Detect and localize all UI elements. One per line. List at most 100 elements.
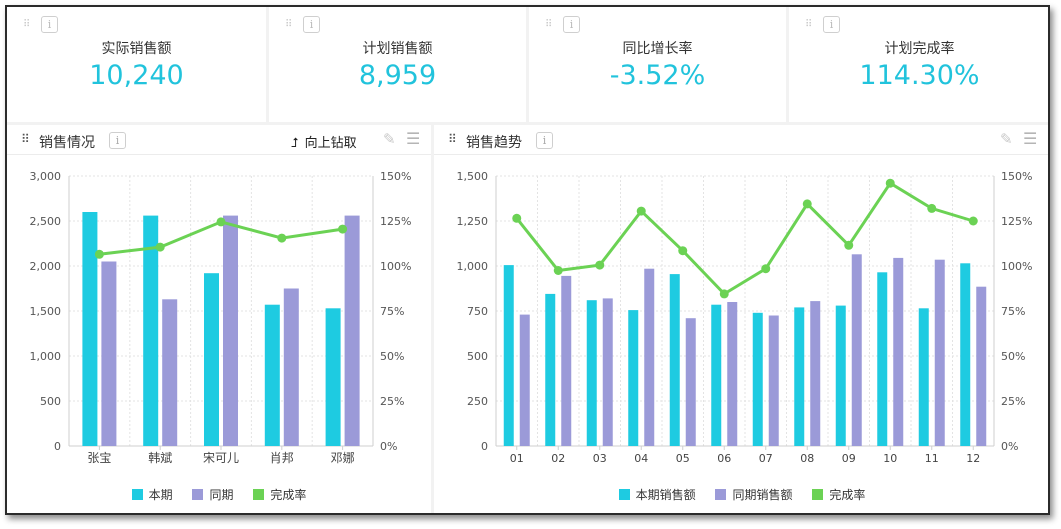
drill-up-label: 向上钻取 bbox=[304, 136, 357, 151]
info-icon[interactable]: i bbox=[109, 132, 126, 149]
info-icon[interactable]: i bbox=[303, 16, 320, 33]
y2-tick-label: 50% bbox=[1001, 350, 1025, 363]
legend-label: 本期 bbox=[148, 488, 173, 502]
drag-handle-icon[interactable]: ⠿ bbox=[21, 132, 30, 146]
dashboard: ⠿ i 实际销售额 10,240 ⠿ i 计划销售额 8,959 ⠿ i 同比增… bbox=[5, 5, 1050, 515]
legend-item-previous[interactable]: 同期 bbox=[192, 486, 234, 503]
y2-tick-label: 100% bbox=[380, 260, 411, 273]
info-icon[interactable]: i bbox=[41, 16, 58, 33]
kpi-value: -3.52% bbox=[609, 60, 706, 91]
bar-current bbox=[628, 310, 639, 446]
bar-previous bbox=[976, 286, 987, 446]
bar-previous bbox=[162, 299, 178, 446]
bar-current bbox=[503, 265, 514, 446]
drill-up-icon: ⮥ bbox=[291, 136, 299, 151]
y2-tick-label: 150% bbox=[380, 170, 411, 183]
bar-previous bbox=[768, 315, 779, 446]
kpi-card-plan-completion[interactable]: ⠿ i 计划完成率 114.30% bbox=[789, 7, 1048, 122]
legend-label: 本期销售额 bbox=[635, 488, 696, 502]
kpi-label: 计划销售额 bbox=[362, 41, 433, 57]
x-tick-label: 张宝 bbox=[87, 451, 111, 465]
y-tick-label: 1,500 bbox=[30, 305, 62, 318]
pencil-icon[interactable]: ✎ bbox=[383, 130, 396, 148]
y-tick-label: 500 bbox=[40, 395, 61, 408]
x-tick-label: 肖邦 bbox=[270, 451, 294, 465]
y2-tick-label: 125% bbox=[1001, 215, 1032, 228]
completion-rate-point bbox=[802, 199, 812, 209]
legend-label: 完成率 bbox=[829, 488, 866, 502]
x-tick-label: 01 bbox=[510, 452, 524, 465]
legend-swatch bbox=[253, 489, 265, 500]
bar-current bbox=[545, 293, 556, 446]
panel-title: 销售情况 bbox=[39, 135, 95, 151]
y2-tick-label: 75% bbox=[380, 305, 404, 318]
legend-swatch bbox=[715, 489, 727, 500]
drill-up-button[interactable]: ⮥ 向上钻取 bbox=[291, 132, 357, 151]
info-icon[interactable]: i bbox=[823, 16, 840, 33]
legend-label: 完成率 bbox=[270, 488, 307, 502]
y-tick-label: 2,000 bbox=[30, 260, 62, 273]
menu-icon[interactable]: ☰ bbox=[1023, 129, 1038, 148]
bar-previous bbox=[810, 301, 821, 446]
y-tick-label: 0 bbox=[481, 440, 488, 453]
legend-item-rate[interactable]: 完成率 bbox=[253, 486, 306, 503]
legend-swatch bbox=[192, 489, 204, 500]
info-icon[interactable]: i bbox=[563, 16, 580, 33]
y2-tick-label: 75% bbox=[1001, 305, 1025, 318]
kpi-value: 8,959 bbox=[358, 60, 437, 91]
bar-current bbox=[82, 212, 98, 446]
pencil-icon[interactable]: ✎ bbox=[1000, 130, 1013, 148]
chart-legend: 本期 同期 完成率 bbox=[7, 486, 431, 503]
bar-previous bbox=[685, 318, 696, 446]
y2-tick-label: 25% bbox=[1001, 395, 1025, 408]
x-tick-label: 04 bbox=[634, 452, 648, 465]
completion-rate-point bbox=[844, 240, 854, 250]
legend-item-current[interactable]: 本期 bbox=[131, 486, 173, 503]
completion-rate-point bbox=[216, 217, 226, 227]
drag-handle-icon[interactable]: ⠿ bbox=[23, 19, 30, 30]
legend-item-previous[interactable]: 同期销售额 bbox=[715, 486, 793, 503]
panel-title: 销售趋势 bbox=[466, 135, 522, 151]
completion-rate-point bbox=[885, 178, 895, 188]
bar-current bbox=[669, 274, 680, 446]
y2-tick-label: 0% bbox=[1001, 440, 1018, 453]
x-tick-label: 08 bbox=[800, 452, 814, 465]
bar-previous bbox=[727, 302, 738, 446]
x-tick-label: 09 bbox=[842, 452, 856, 465]
x-tick-label: 03 bbox=[593, 452, 607, 465]
kpi-label: 实际销售额 bbox=[101, 41, 172, 57]
x-tick-label: 邓娜 bbox=[331, 451, 355, 465]
y2-tick-label: 125% bbox=[380, 215, 411, 228]
x-tick-label: 韩斌 bbox=[148, 450, 172, 465]
y-tick-label: 2,500 bbox=[30, 215, 62, 228]
bar-previous bbox=[893, 257, 904, 446]
menu-icon[interactable]: ☰ bbox=[406, 129, 421, 148]
info-icon[interactable]: i bbox=[536, 132, 553, 149]
bar-current bbox=[918, 308, 929, 446]
drag-handle-icon[interactable]: ⠿ bbox=[805, 19, 812, 30]
drag-handle-icon[interactable]: ⠿ bbox=[285, 19, 292, 30]
x-tick-label: 02 bbox=[551, 452, 565, 465]
kpi-card-actual-sales[interactable]: ⠿ i 实际销售额 10,240 bbox=[7, 7, 266, 122]
bar-previous bbox=[101, 261, 117, 446]
completion-rate-point bbox=[927, 203, 937, 213]
drag-handle-icon[interactable]: ⠿ bbox=[545, 19, 552, 30]
completion-rate-point bbox=[678, 246, 688, 256]
x-tick-label: 07 bbox=[759, 452, 773, 465]
legend-item-rate[interactable]: 完成率 bbox=[812, 486, 865, 503]
panel-header: ⠿ 销售趋势 i ✎ ☰ bbox=[434, 125, 1048, 155]
bar-current bbox=[877, 272, 888, 446]
chart-legend: 本期销售额 同期销售额 完成率 bbox=[434, 486, 1048, 503]
y2-tick-label: 25% bbox=[380, 395, 404, 408]
drag-handle-icon[interactable]: ⠿ bbox=[448, 132, 457, 146]
legend-swatch bbox=[618, 489, 630, 500]
bar-current bbox=[711, 304, 722, 446]
legend-item-current[interactable]: 本期销售额 bbox=[618, 486, 696, 503]
kpi-label: 计划完成率 bbox=[884, 41, 955, 57]
kpi-card-yoy-growth[interactable]: ⠿ i 同比增长率 -3.52% bbox=[529, 7, 786, 122]
bar-previous bbox=[344, 215, 360, 446]
completion-rate-point bbox=[338, 224, 348, 234]
kpi-card-planned-sales[interactable]: ⠿ i 计划销售额 8,959 bbox=[269, 7, 526, 122]
y-tick-label: 750 bbox=[467, 305, 488, 318]
completion-rate-point bbox=[636, 206, 646, 216]
